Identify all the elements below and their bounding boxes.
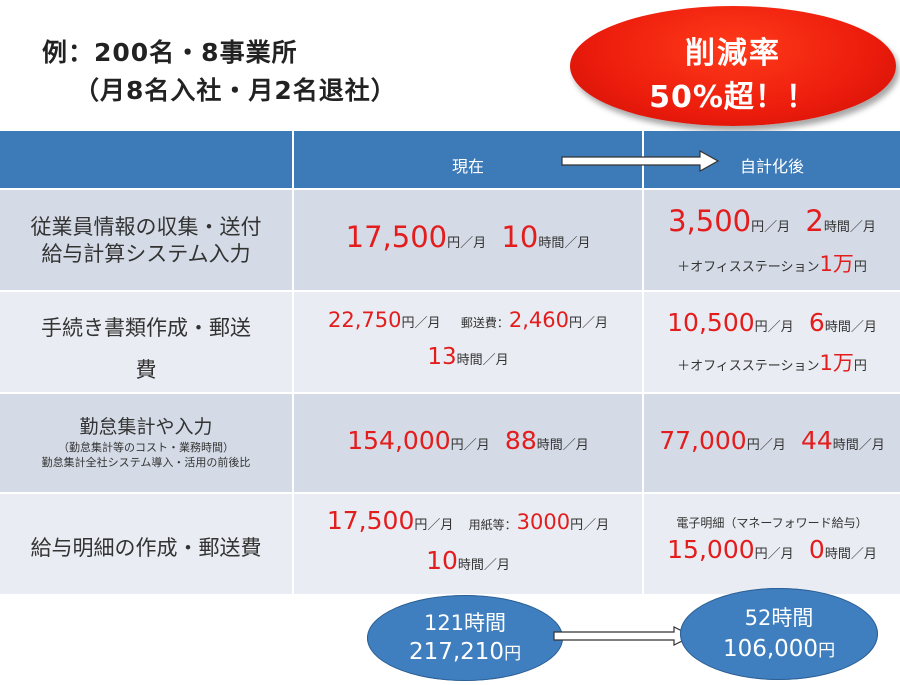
row-label-cell: 給与明細の作成・郵送費 bbox=[0, 494, 292, 594]
after-value-cell: 3,500円／月 2時間／月 ＋オフィスステーション1万円 bbox=[644, 190, 900, 290]
current-value-cell: 17,500円／月 用紙等：3000円／月 10時間／月 bbox=[294, 494, 642, 594]
office-station-unit-man: 万 bbox=[832, 252, 854, 276]
row-label-line: 給与計算システム入力 bbox=[41, 242, 251, 266]
cost-unit: 円／月 bbox=[450, 438, 490, 453]
header-blank-cell bbox=[0, 131, 292, 188]
total-current-amount: 217,210 bbox=[408, 639, 505, 665]
hours-unit: 時間／月 bbox=[823, 220, 876, 235]
after-value-cell: 電子明細（マネーフォワード給与） 15,000円／月 0時間／月 bbox=[644, 494, 900, 594]
hours-unit: 時間／月 bbox=[824, 547, 877, 562]
hours-value: 2 bbox=[805, 204, 824, 238]
total-after-amount: 106,000 bbox=[722, 636, 819, 662]
cost-value: 17,500 bbox=[326, 506, 415, 535]
current-value-cell: 17,500円／月 10時間／月 bbox=[294, 190, 642, 290]
cost-unit: 円／月 bbox=[754, 320, 794, 335]
office-station-unit-man: 万 bbox=[832, 351, 854, 375]
hours-unit: 時間／月 bbox=[457, 558, 510, 573]
row-label-line: 従業員情報の収集・送付 bbox=[30, 215, 262, 239]
office-station-value: 1 bbox=[819, 252, 833, 276]
office-station-label: ＋オフィスステーション bbox=[677, 359, 820, 374]
paper-value: 3000 bbox=[516, 510, 571, 534]
after-value-cell: 10,500円／月 6時間／月 ＋オフィスステーション1万円 bbox=[644, 292, 900, 392]
row-label-line: 給与明細の作成・郵送費 bbox=[30, 536, 262, 560]
current-value-cell: 154,000円／月 88時間／月 bbox=[294, 394, 642, 492]
header-after-label: 自計化後 bbox=[739, 157, 804, 176]
badge-title: 削減率 bbox=[685, 36, 781, 71]
row-label-main: 勤怠集計や入力 bbox=[79, 416, 213, 438]
row-label-cell: 勤怠集計や入力 （勤怠集計等のコスト・業務時間） 勤怠集計全社システム導入・活用… bbox=[0, 394, 292, 492]
totals-arrow-icon bbox=[553, 626, 694, 646]
badge-value: 50%超！！ bbox=[649, 80, 817, 115]
office-station-label: ＋オフィスステーション bbox=[677, 260, 820, 275]
cost-value: 3,500 bbox=[668, 204, 752, 238]
row-label-cell: 手続き書類作成・郵送 費 bbox=[0, 292, 292, 392]
total-current-ellipse: 121時間 217,210円 bbox=[367, 595, 563, 681]
hours-value: 10 bbox=[501, 220, 539, 254]
hours-unit: 時間／月 bbox=[536, 438, 589, 453]
table-row: 給与明細の作成・郵送費 17,500円／月 用紙等：3000円／月 10時間／月… bbox=[0, 494, 900, 594]
total-after-ellipse: 52時間 106,000円 bbox=[680, 588, 878, 680]
total-current-hours: 121時間 bbox=[423, 611, 507, 635]
row-label-line: 費 bbox=[135, 358, 157, 382]
hours-value: 44 bbox=[800, 426, 833, 455]
cost-value: 77,000 bbox=[659, 426, 747, 455]
table-header-row: 現在 自計化後 bbox=[0, 131, 900, 188]
postage-unit: 円／月 bbox=[568, 316, 608, 331]
table-row: 勤怠集計や入力 （勤怠集計等のコスト・業務時間） 勤怠集計全社システム導入・活用… bbox=[0, 394, 900, 492]
hours-value: 0 bbox=[808, 535, 825, 564]
hours-value: 10 bbox=[426, 546, 458, 575]
postage-label: 郵送費： bbox=[460, 316, 509, 330]
cost-unit: 円／月 bbox=[746, 438, 786, 453]
heading-line-1: 例：200名・8事業所 bbox=[42, 38, 298, 67]
table-row: 従業員情報の収集・送付 給与計算システム入力 17,500円／月 10時間／月 … bbox=[0, 190, 900, 290]
header-after-cell: 自計化後 bbox=[644, 131, 900, 188]
current-value-cell: 22,750円／月 郵送費：2,460円／月 13時間／月 bbox=[294, 292, 642, 392]
example-heading: 例：200名・8事業所 （月8名入社・月2名退社） bbox=[42, 34, 397, 110]
row-label-line: 手続き書類作成・郵送 bbox=[41, 316, 251, 340]
hours-unit: 時間／月 bbox=[824, 320, 877, 335]
cost-unit: 円／月 bbox=[447, 236, 487, 251]
total-current-yen: 円 bbox=[504, 644, 522, 664]
after-value-cell: 77,000円／月 44時間／月 bbox=[644, 394, 900, 492]
total-after-hours: 52時間 bbox=[744, 606, 814, 630]
hours-value: 6 bbox=[808, 308, 825, 337]
hours-unit: 時間／月 bbox=[538, 236, 591, 251]
cost-value: 154,000 bbox=[347, 426, 451, 455]
e-payslip-note: 電子明細（マネーフォワード給与） bbox=[676, 516, 868, 530]
row-label-cell: 従業員情報の収集・送付 給与計算システム入力 bbox=[0, 190, 292, 290]
cost-value: 15,000 bbox=[667, 535, 755, 564]
row-label-sub: （勤怠集計等のコスト・業務時間） bbox=[58, 441, 234, 454]
cost-unit: 円／月 bbox=[401, 316, 441, 331]
cost-unit: 円／月 bbox=[751, 220, 791, 235]
reduction-rate-badge: 削減率 50%超！！ bbox=[570, 6, 896, 126]
cost-unit: 円／月 bbox=[414, 518, 454, 533]
office-station-unit-yen: 円 bbox=[853, 359, 867, 374]
paper-unit: 円／月 bbox=[570, 518, 610, 533]
heading-line-2: （月8名入社・月2名退社） bbox=[74, 76, 397, 105]
total-after-yen: 円 bbox=[818, 641, 836, 661]
hours-value: 88 bbox=[504, 426, 537, 455]
office-station-value: 1 bbox=[819, 351, 833, 375]
cost-value: 10,500 bbox=[667, 308, 755, 337]
header-current-label: 現在 bbox=[451, 157, 484, 176]
cost-value: 17,500 bbox=[345, 220, 448, 254]
office-station-unit-yen: 円 bbox=[853, 260, 867, 275]
cost-unit: 円／月 bbox=[754, 547, 794, 562]
cost-value: 22,750 bbox=[328, 308, 402, 332]
paper-label: 用紙等： bbox=[468, 518, 517, 532]
table-row: 手続き書類作成・郵送 費 22,750円／月 郵送費：2,460円／月 13時間… bbox=[0, 292, 900, 392]
hours-unit: 時間／月 bbox=[456, 353, 509, 368]
hours-value: 13 bbox=[427, 344, 457, 370]
hours-unit: 時間／月 bbox=[832, 438, 885, 453]
row-label-sub: 勤怠集計全社システム導入・活用の前後比 bbox=[41, 456, 251, 469]
postage-value: 2,460 bbox=[508, 308, 569, 332]
header-arrow-icon bbox=[561, 150, 720, 172]
